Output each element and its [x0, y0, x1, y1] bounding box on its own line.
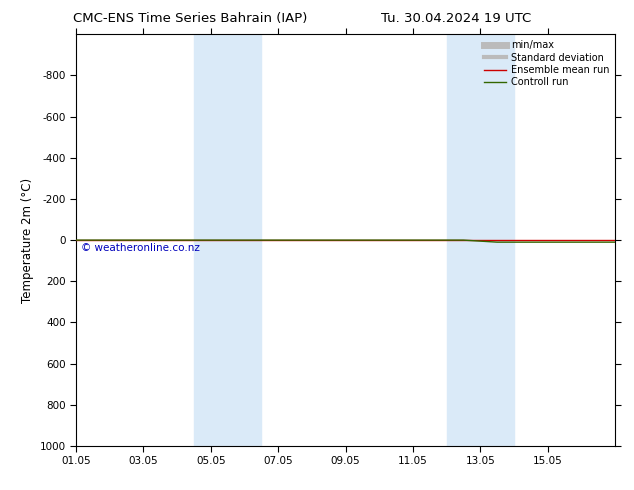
- Text: CMC-ENS Time Series Bahrain (IAP): CMC-ENS Time Series Bahrain (IAP): [73, 12, 307, 25]
- Text: © weatheronline.co.nz: © weatheronline.co.nz: [81, 244, 200, 253]
- Legend: min/max, Standard deviation, Ensemble mean run, Controll run: min/max, Standard deviation, Ensemble me…: [481, 36, 613, 91]
- Bar: [446, 34, 514, 446]
- Bar: [194, 34, 261, 446]
- Text: Tu. 30.04.2024 19 UTC: Tu. 30.04.2024 19 UTC: [382, 12, 531, 25]
- Y-axis label: Temperature 2m (°C): Temperature 2m (°C): [21, 177, 34, 303]
